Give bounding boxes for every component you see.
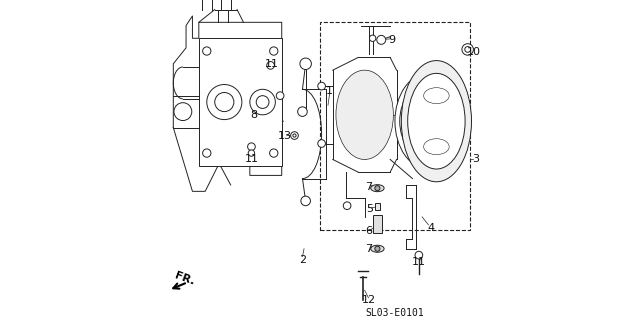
- Text: 1: 1: [326, 86, 333, 96]
- Text: 11: 11: [245, 154, 259, 165]
- Circle shape: [343, 202, 351, 210]
- Ellipse shape: [424, 139, 449, 155]
- Circle shape: [298, 107, 307, 116]
- Ellipse shape: [401, 61, 472, 182]
- Text: SL03-E0101: SL03-E0101: [365, 308, 424, 317]
- Bar: [375, 203, 380, 211]
- Ellipse shape: [371, 185, 384, 192]
- Text: 9: 9: [388, 35, 396, 45]
- Text: 7: 7: [365, 244, 372, 254]
- Circle shape: [250, 89, 275, 115]
- Text: 7: 7: [365, 182, 372, 192]
- Ellipse shape: [408, 73, 465, 169]
- Ellipse shape: [400, 83, 457, 160]
- Circle shape: [300, 58, 312, 70]
- Circle shape: [248, 150, 255, 156]
- Ellipse shape: [395, 73, 462, 169]
- Circle shape: [269, 149, 278, 157]
- Text: 4: 4: [428, 223, 435, 233]
- Bar: [320, 22, 470, 230]
- Circle shape: [203, 47, 211, 55]
- Circle shape: [256, 96, 269, 108]
- Circle shape: [269, 47, 278, 55]
- Text: 2: 2: [299, 255, 306, 265]
- Circle shape: [293, 134, 296, 137]
- Ellipse shape: [424, 88, 449, 104]
- Circle shape: [462, 44, 474, 55]
- Circle shape: [276, 92, 284, 100]
- Circle shape: [377, 35, 386, 44]
- Circle shape: [267, 62, 275, 69]
- Bar: [373, 215, 382, 233]
- Circle shape: [215, 93, 234, 112]
- Circle shape: [318, 82, 325, 90]
- Text: 13: 13: [278, 130, 292, 141]
- Text: 5: 5: [366, 204, 373, 214]
- Text: 3: 3: [472, 154, 479, 165]
- Circle shape: [415, 251, 422, 259]
- Bar: [199, 38, 282, 166]
- Text: 10: 10: [467, 47, 481, 57]
- Circle shape: [174, 103, 192, 121]
- Ellipse shape: [336, 70, 394, 160]
- Circle shape: [375, 186, 380, 191]
- Text: FR.: FR.: [173, 271, 196, 287]
- Circle shape: [203, 149, 211, 157]
- Text: 8: 8: [250, 110, 257, 120]
- Text: 12: 12: [362, 295, 376, 305]
- Circle shape: [301, 196, 310, 206]
- Circle shape: [291, 132, 298, 139]
- Circle shape: [375, 246, 380, 251]
- Text: 11: 11: [412, 256, 426, 266]
- Text: 11: 11: [264, 59, 278, 69]
- Ellipse shape: [371, 245, 384, 252]
- Circle shape: [207, 85, 242, 120]
- Circle shape: [318, 140, 325, 147]
- Text: 6: 6: [365, 226, 372, 236]
- Circle shape: [465, 47, 470, 52]
- Circle shape: [248, 143, 255, 151]
- Circle shape: [369, 35, 376, 41]
